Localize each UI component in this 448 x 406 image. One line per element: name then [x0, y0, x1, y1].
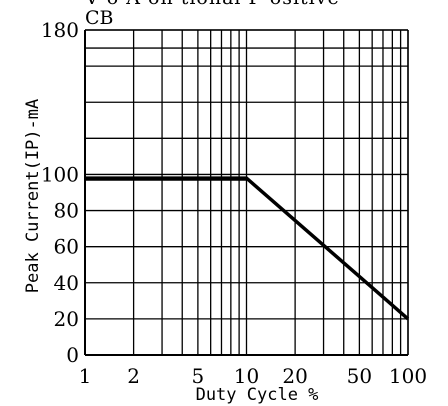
y-tick-label: 180	[41, 18, 79, 42]
y-tick-label: 0	[66, 343, 79, 367]
y-axis-label: Peak Current(IP)-mA	[23, 99, 43, 293]
y-tick-label: 20	[54, 307, 79, 331]
y-tick-label: 40	[54, 271, 79, 295]
y-tick-label: 60	[54, 235, 79, 259]
x-tick-label: 1	[79, 364, 92, 388]
y-tick-labels: 0 20 40 60 80 100 180	[41, 18, 79, 367]
y-tick-label: 100	[41, 162, 79, 186]
x-tick-label: 50	[347, 364, 372, 388]
x-tick-label: 2	[127, 364, 140, 388]
x-tick-label: 100	[389, 364, 427, 388]
axes	[84, 29, 409, 356]
top-cut-text: V o A on tional F ositive	[84, 0, 340, 9]
x-tick-labels: 1 2 5 10 20 50 100	[79, 364, 427, 388]
y-tick-label: 80	[54, 199, 79, 223]
x-tick-label: 20	[282, 364, 307, 388]
grid	[84, 29, 409, 356]
chart-title: CB	[85, 7, 114, 29]
series-layer	[85, 176, 410, 321]
x-axis-label: Duty Cycle %	[196, 385, 319, 405]
x-tick-label: 5	[192, 364, 205, 388]
series-line	[85, 176, 410, 321]
x-tick-label: 10	[234, 364, 259, 388]
